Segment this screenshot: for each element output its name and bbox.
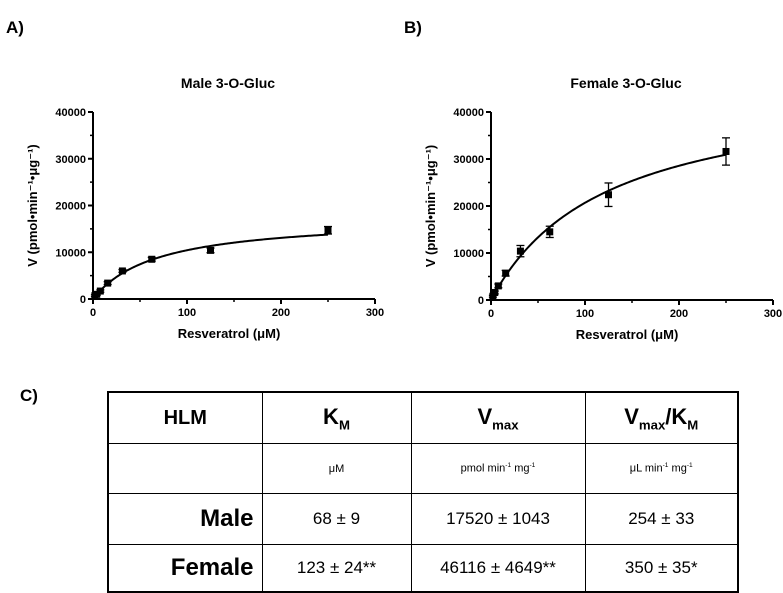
chart2-x-axis-label: Resveratrol (μM)	[576, 327, 679, 342]
chart1-x-tick-label: 100	[178, 307, 196, 319]
cell-ratio-male: 254 ± 33	[584, 493, 739, 545]
chart2-y-tick-label: 40000	[453, 107, 484, 119]
table-units-row: μM pmol min-1 mg-1 μL min-1 mg-1	[107, 443, 739, 494]
chart1-y-tick-label: 30000	[55, 154, 86, 166]
row-label-female: Female	[107, 544, 263, 592]
chart1-y-tick-label: 20000	[55, 201, 86, 213]
chart2-y-tick-label: 10000	[453, 248, 484, 260]
cell-vmax-male: 17520 ± 1043	[410, 493, 586, 545]
chart1-point-2	[96, 287, 104, 295]
chart2-point-3	[502, 269, 510, 277]
chart2-y-axis-label: V (pmol•min⁻¹•μg⁻¹)	[423, 145, 438, 267]
header-hlm: HLM	[107, 391, 263, 444]
panel-label-b: B)	[404, 18, 422, 37]
table-row: Female 123 ± 24** 46116 ± 4649** 350 ± 3…	[107, 544, 739, 592]
chart2-x-tick-label: 0	[488, 308, 494, 320]
chart1-y-tick-label: 0	[80, 294, 86, 306]
chart2-y-tick-label: 30000	[453, 154, 484, 166]
units-km: μM	[261, 443, 412, 494]
chart2-x-tick-label: 200	[670, 308, 688, 320]
cell-km-male: 68 ± 9	[261, 493, 412, 545]
chart1-point-3	[104, 279, 112, 287]
cell-km-female: 123 ± 24**	[261, 544, 412, 592]
table-row: Male 68 ± 9 17520 ± 1043 254 ± 33	[107, 493, 739, 545]
chart1-x-tick-label: 0	[90, 307, 96, 319]
chart1-title: Male 3-O-Gluc	[181, 75, 275, 91]
cell-ratio-female: 350 ± 35*	[584, 544, 739, 592]
header-vmax: Vmax	[410, 391, 586, 444]
chart2-x-tick-label: 300	[764, 308, 782, 320]
chart1-point-4	[118, 267, 126, 275]
chart1-y-tick-label: 10000	[55, 247, 86, 259]
chart1-point-5	[148, 255, 156, 263]
panel-label-a: A)	[6, 18, 24, 37]
header-vmax-km: Vmax/KM	[584, 391, 739, 444]
chart2-y-tick-label: 0	[478, 295, 484, 307]
table-header-row: HLM KM Vmax Vmax/KM	[107, 391, 739, 444]
header-km: KM	[261, 391, 412, 444]
chart2-point-0	[489, 292, 497, 300]
chart2-title: Female 3-O-Gluc	[570, 75, 681, 91]
chart2-fit-curve	[490, 153, 727, 301]
chart2-point-2	[494, 282, 502, 290]
chart1-point-6	[207, 246, 214, 254]
panel-label-c: C)	[20, 386, 38, 405]
chart2-point-4	[516, 247, 524, 255]
cell-vmax-female: 46116 ± 4649**	[410, 544, 586, 592]
chart1-fit-curve	[92, 233, 329, 300]
chart2-point-7	[722, 147, 730, 155]
chart2-point-6	[605, 191, 612, 199]
units-vmax: pmol min-1 mg-1	[410, 443, 586, 494]
chart1-x-tick-label: 200	[272, 307, 290, 319]
kinetics-table: HLM KM Vmax Vmax/KM μM pmol min-1 mg-1 μ…	[107, 391, 739, 593]
chart1-point-1	[93, 290, 101, 298]
chart1-y-tick-label: 40000	[55, 107, 86, 119]
chart2-x-tick-label: 100	[576, 308, 594, 320]
chart1-point-7	[324, 226, 332, 234]
units-vmax-km: μL min-1 mg-1	[584, 443, 739, 494]
row-label-male: Male	[107, 493, 263, 545]
units-empty	[107, 443, 263, 494]
chart1-x-axis-label: Resveratrol (μM)	[178, 326, 281, 341]
chart1-y-axis-label: V (pmol•min⁻¹•μg⁻¹)	[25, 144, 40, 266]
chart2-y-tick-label: 20000	[453, 201, 484, 213]
chart1-x-tick-label: 300	[366, 307, 384, 319]
chart2-point-1	[491, 288, 499, 296]
chart2-point-5	[546, 228, 554, 236]
